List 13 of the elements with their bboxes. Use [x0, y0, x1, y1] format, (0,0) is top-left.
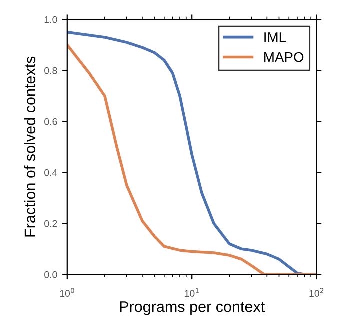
legend-label: IML	[264, 32, 286, 42]
x-axis-title: Programs per context	[120, 302, 266, 316]
x-tick-label: 10$^{1}$	[185, 288, 199, 298]
legend-label: MAPO	[264, 52, 304, 62]
y-tick-label: 0.6	[44, 118, 58, 126]
x-tick-label: 10$^{2}$	[310, 288, 324, 298]
y-tick-label: 0.8	[44, 67, 58, 74]
y-axis-title: Fraction of solved contexts	[24, 56, 36, 237]
y-tick-label: 0.2	[44, 220, 58, 228]
y-tick-label: 0.0	[44, 271, 58, 278]
x-tick-label: 10$^{0}$	[60, 288, 74, 298]
y-tick-label: 1.0	[44, 16, 58, 24]
y-tick-label: 0.4	[44, 169, 58, 176]
